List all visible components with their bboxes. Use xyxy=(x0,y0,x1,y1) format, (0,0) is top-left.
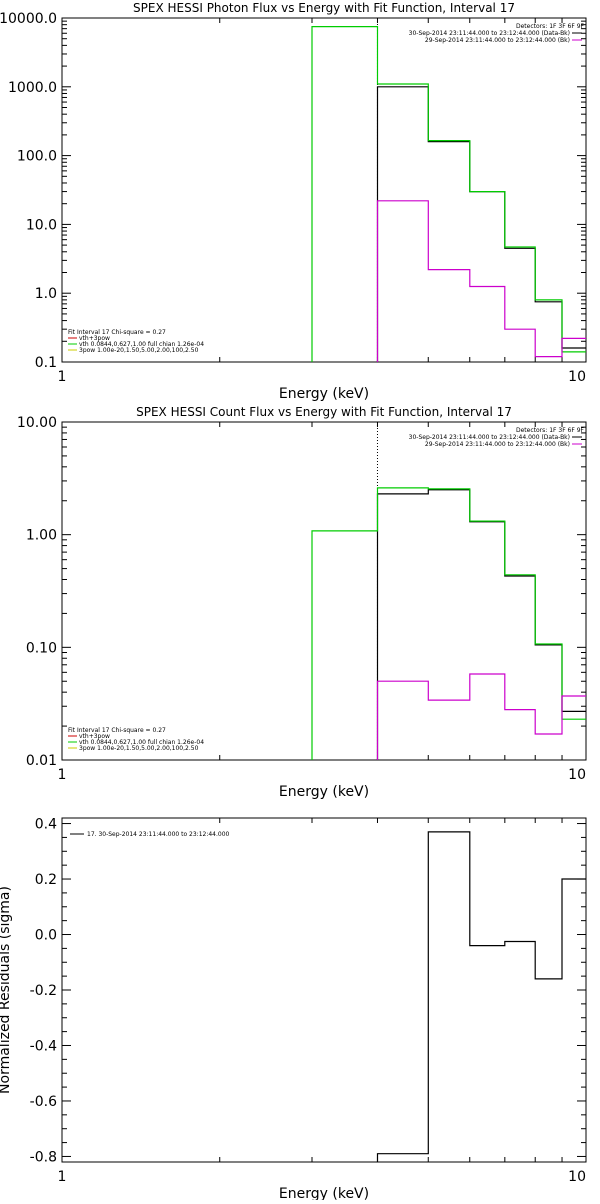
plot-frame xyxy=(61,421,587,761)
series-line-1 xyxy=(376,831,586,1162)
series-line-1 xyxy=(376,489,586,760)
series-line-2 xyxy=(311,487,586,760)
y-tick-label: 10.0 xyxy=(26,217,57,233)
legend-heading: Detectors: 1F 3F 6F 9F xyxy=(516,427,585,434)
chart-title: SPEX HESSI Photon Flux vs Energy with Fi… xyxy=(133,1,515,15)
chart-panel-2: SPEX HESSI Count Flux vs Energy with Fit… xyxy=(17,405,587,800)
y-tick-label: -0.8 xyxy=(30,1149,57,1165)
fit-legend-entry: 3pow 1.00e-20,1.50,5.00,2.00,100,2.50 xyxy=(79,347,199,354)
fit-legend-entry: 3pow 1.00e-20,1.50,5.00,2.00,100,2.50 xyxy=(79,745,199,752)
fit-legend-heading: Fit Interval 17 Chi-square = 0.27 xyxy=(68,727,166,734)
fit-legend-entry: vth 0.0844,0.627,1.00 full chian 1.26e-0… xyxy=(79,739,204,746)
x-tick-label: 10 xyxy=(568,767,586,783)
x-tick-label: 1 xyxy=(58,1169,67,1185)
plot-frame xyxy=(61,817,587,1163)
plot-frame xyxy=(61,17,587,363)
y-tick-label: 1000.0 xyxy=(8,80,57,96)
legend-entry: 29-Sep-2014 23:11:44.000 to 23:12:44.000… xyxy=(425,441,570,448)
y-tick-label: 100.0 xyxy=(17,149,57,165)
series-line-2 xyxy=(311,26,586,362)
series-line-3 xyxy=(376,200,586,362)
y-tick-label: 10000.0 xyxy=(0,11,57,27)
fit-legend-entry: vth+3pow xyxy=(79,733,110,740)
y-tick-label: -0.6 xyxy=(30,1094,57,1110)
legend-entry: 29-Sep-2014 23:11:44.000 to 23:12:44.000… xyxy=(425,37,570,44)
x-axis-label: Energy (keV) xyxy=(279,784,369,800)
chart-panel-1: SPEX HESSI Photon Flux vs Energy with Fi… xyxy=(0,1,587,402)
chart-title: SPEX HESSI Count Flux vs Energy with Fit… xyxy=(136,405,512,419)
x-axis-label: Energy (keV) xyxy=(279,1186,369,1200)
y-tick-label: 0.0 xyxy=(35,928,57,944)
fit-legend-entry: vth 0.0844,0.627,1.00 full chian 1.26e-0… xyxy=(79,341,204,348)
y-tick-label: 1.00 xyxy=(26,528,57,544)
y-tick-label: 0.10 xyxy=(26,640,57,656)
y-axis-label: Normalized Residuals (sigma) xyxy=(0,886,13,1094)
chart-panel-3: 1 10 Energy (keV) -0.8 -0.6 -0.4 -0.2 0.0 0.2 0.4… xyxy=(0,817,587,1202)
legend-heading: Detectors: 1F 3F 6F 9F xyxy=(516,23,585,30)
y-tick-label: -0.2 xyxy=(30,983,57,999)
y-tick-label: 0.1 xyxy=(35,355,57,371)
y-tick-label: 0.4 xyxy=(35,817,57,833)
y-tick-label: 0.01 xyxy=(26,753,57,769)
x-tick-label: 10 xyxy=(568,369,586,385)
legend-entry: 17. 30-Sep-2014 23:11:44.000 to 23:12:44… xyxy=(87,831,230,838)
y-tick-label: -0.4 xyxy=(30,1038,57,1054)
series-line-1 xyxy=(376,86,586,362)
legend-entry: 30-Sep-2014 23:11:44.000 to 23:12:44.000… xyxy=(409,30,570,37)
x-tick-label: 1 xyxy=(58,369,67,385)
fit-legend-entry: vth+3pow xyxy=(79,335,110,342)
y-tick-label: 10.00 xyxy=(17,415,57,431)
fit-legend-heading: Fit Interval 17 Chi-square = 0.27 xyxy=(68,329,166,336)
y-tick-label: 1.0 xyxy=(35,286,57,302)
x-tick-label: 10 xyxy=(568,1169,586,1185)
x-axis-label: Energy (keV) xyxy=(279,386,369,402)
x-tick-label: 1 xyxy=(58,767,67,783)
y-tick-label: 0.2 xyxy=(35,872,57,888)
legend-entry: 30-Sep-2014 23:11:44.000 to 23:12:44.000… xyxy=(409,434,570,441)
series-line-3 xyxy=(376,673,586,760)
